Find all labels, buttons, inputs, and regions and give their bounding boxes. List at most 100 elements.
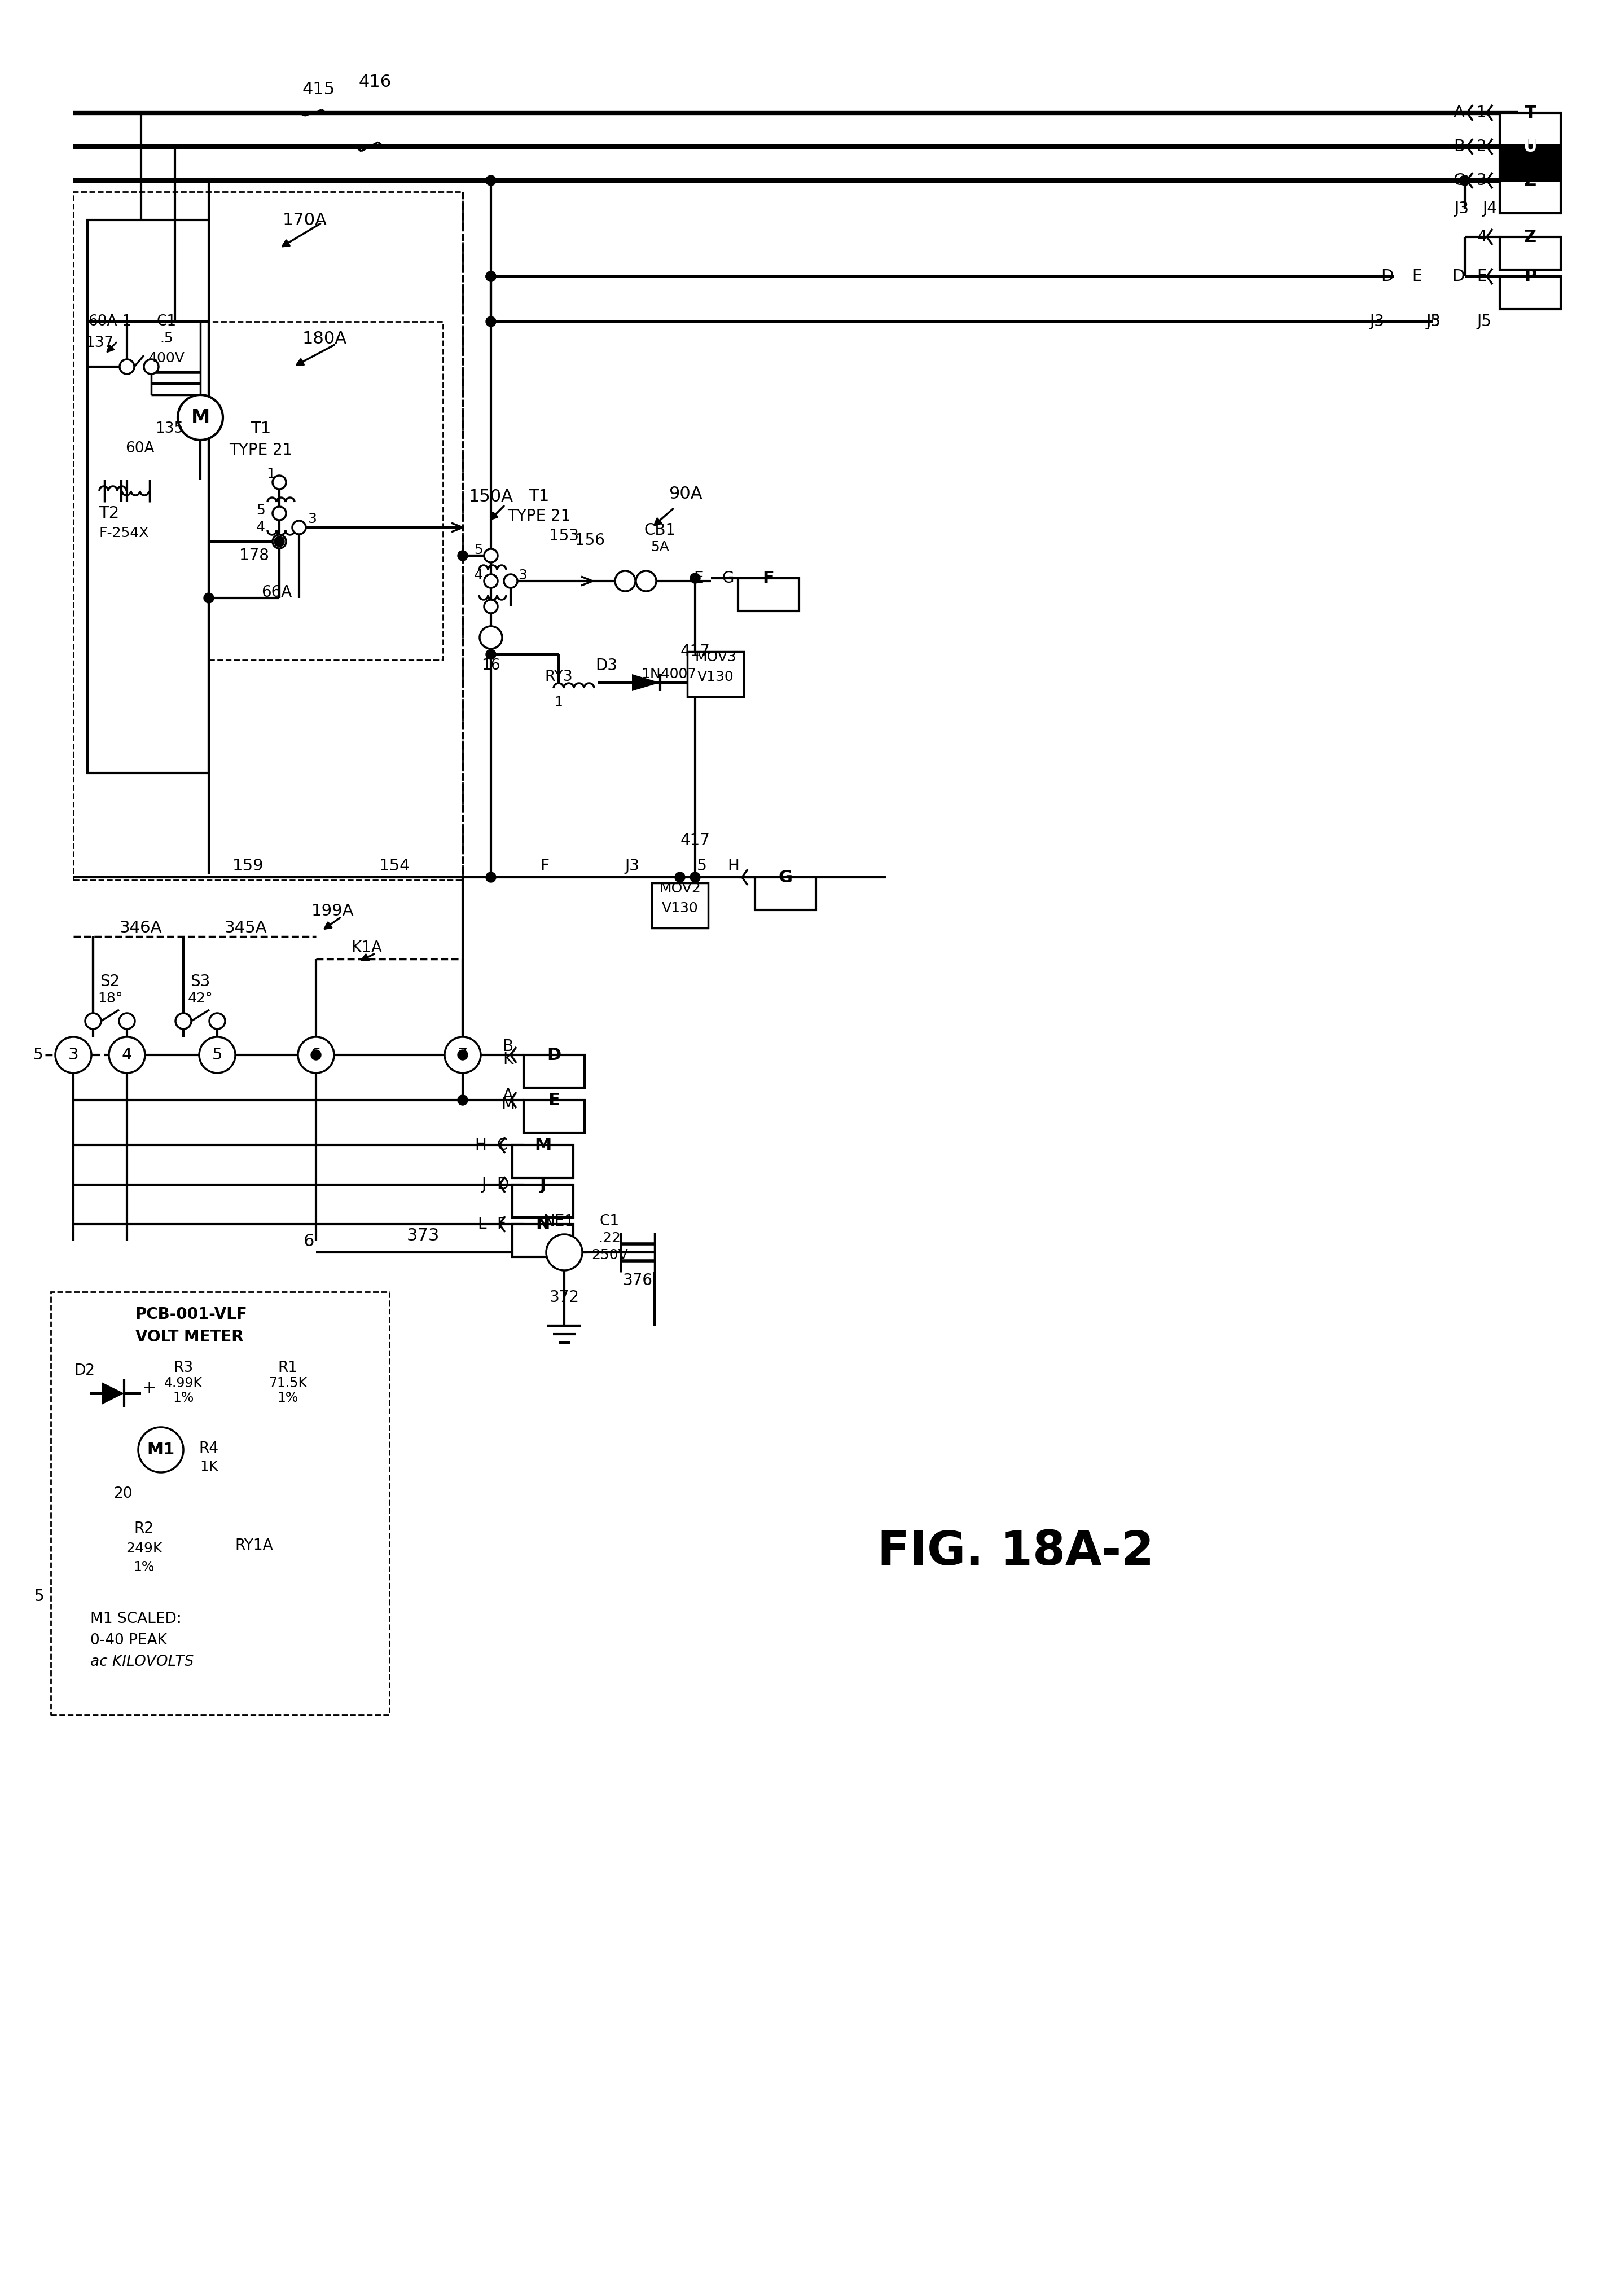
- Text: D: D: [1380, 269, 1393, 285]
- Text: 1: 1: [267, 466, 275, 480]
- Circle shape: [485, 271, 497, 282]
- Bar: [513, 1224, 574, 1256]
- Text: D: D: [546, 1047, 561, 1063]
- Text: C1: C1: [599, 1215, 619, 1228]
- Text: 153: 153: [550, 528, 579, 544]
- Circle shape: [310, 1049, 321, 1061]
- Text: A: A: [503, 1088, 513, 1104]
- Text: 3: 3: [67, 1047, 79, 1063]
- Text: S2: S2: [100, 974, 121, 990]
- Text: 16: 16: [482, 659, 500, 673]
- Text: R3: R3: [174, 1362, 193, 1375]
- Bar: [1499, 276, 1560, 310]
- Text: 154: 154: [379, 859, 411, 875]
- Text: 150A: 150A: [469, 489, 513, 505]
- Text: F: F: [497, 1217, 506, 1233]
- Circle shape: [458, 1049, 468, 1061]
- Text: 1%: 1%: [278, 1391, 299, 1405]
- Circle shape: [484, 549, 498, 563]
- Text: 156: 156: [575, 533, 604, 549]
- Circle shape: [505, 574, 517, 588]
- Text: 180A: 180A: [302, 331, 347, 347]
- Circle shape: [485, 271, 497, 282]
- Text: R1: R1: [278, 1362, 297, 1375]
- Text: 1K: 1K: [199, 1460, 219, 1474]
- Circle shape: [484, 599, 498, 613]
- Text: M1 SCALED:: M1 SCALED:: [90, 1612, 182, 1626]
- Text: TYPE 21: TYPE 21: [508, 507, 570, 523]
- Text: B: B: [1453, 138, 1466, 154]
- Text: L: L: [477, 1217, 487, 1233]
- Text: J5: J5: [1477, 315, 1491, 328]
- Text: Z: Z: [1523, 172, 1536, 188]
- Text: VOLT METER: VOLT METER: [135, 1329, 244, 1345]
- Text: 417: 417: [680, 643, 710, 659]
- Text: B: B: [503, 1038, 513, 1054]
- Text: E: E: [548, 1093, 559, 1109]
- Bar: [524, 1100, 585, 1132]
- Text: 249K: 249K: [125, 1541, 162, 1554]
- Text: 1: 1: [1477, 106, 1486, 122]
- Bar: [513, 1185, 574, 1217]
- Text: J: J: [540, 1176, 546, 1194]
- Circle shape: [119, 1013, 135, 1029]
- Text: U: U: [1523, 138, 1538, 154]
- Text: ac KILOVOLTS: ac KILOVOLTS: [90, 1655, 194, 1669]
- Text: D2: D2: [74, 1364, 95, 1378]
- Text: 4.99K: 4.99K: [164, 1378, 202, 1389]
- Text: J3: J3: [625, 859, 640, 875]
- Text: .5: .5: [159, 331, 174, 344]
- Text: 417: 417: [680, 833, 710, 850]
- Text: NE1: NE1: [543, 1215, 574, 1228]
- Circle shape: [689, 872, 701, 882]
- Text: H: H: [474, 1137, 487, 1153]
- Circle shape: [199, 1038, 235, 1072]
- Text: 6: 6: [310, 1047, 321, 1063]
- Text: 3: 3: [517, 569, 527, 583]
- Circle shape: [297, 1038, 334, 1072]
- Bar: [755, 877, 816, 909]
- Circle shape: [209, 1013, 225, 1029]
- Text: 1N4007: 1N4007: [641, 668, 696, 682]
- Text: J4: J4: [1482, 200, 1498, 216]
- Text: R2: R2: [133, 1522, 154, 1536]
- Text: 6: 6: [304, 1233, 315, 1249]
- Text: 373: 373: [407, 1228, 440, 1244]
- Circle shape: [689, 574, 701, 583]
- Text: J3: J3: [1425, 315, 1440, 328]
- Text: 5A: 5A: [651, 540, 670, 553]
- Text: J5: J5: [1425, 315, 1440, 328]
- Text: G: G: [722, 569, 734, 585]
- Text: D3: D3: [596, 657, 617, 673]
- Text: E: E: [1477, 269, 1486, 285]
- Circle shape: [615, 572, 635, 590]
- Text: T2: T2: [98, 505, 119, 521]
- Circle shape: [85, 1013, 101, 1029]
- Text: P: P: [1523, 269, 1536, 285]
- Circle shape: [204, 592, 214, 604]
- Bar: [524, 1054, 585, 1088]
- Circle shape: [175, 1013, 191, 1029]
- Text: C: C: [497, 1137, 508, 1153]
- Text: V130: V130: [662, 902, 697, 916]
- Text: FIG. 18A-2: FIG. 18A-2: [877, 1529, 1154, 1575]
- Circle shape: [1459, 174, 1470, 186]
- Text: J3: J3: [1369, 315, 1384, 328]
- Circle shape: [55, 1038, 92, 1072]
- Text: 60A-1: 60A-1: [88, 315, 132, 328]
- Circle shape: [109, 1038, 145, 1072]
- Text: F-254X: F-254X: [98, 526, 149, 540]
- Text: 137: 137: [85, 335, 114, 351]
- Circle shape: [458, 551, 468, 560]
- Text: 345A: 345A: [223, 921, 267, 937]
- Text: 400V: 400V: [148, 351, 185, 365]
- Text: 90A: 90A: [669, 484, 702, 503]
- Text: +: +: [143, 1380, 157, 1396]
- Text: K: K: [503, 1052, 513, 1068]
- Text: 178: 178: [239, 549, 268, 563]
- Circle shape: [178, 395, 223, 441]
- Text: 250V: 250V: [591, 1249, 628, 1263]
- Text: MOV3: MOV3: [694, 650, 736, 664]
- Text: 5: 5: [34, 1589, 45, 1605]
- Text: C1: C1: [156, 315, 177, 328]
